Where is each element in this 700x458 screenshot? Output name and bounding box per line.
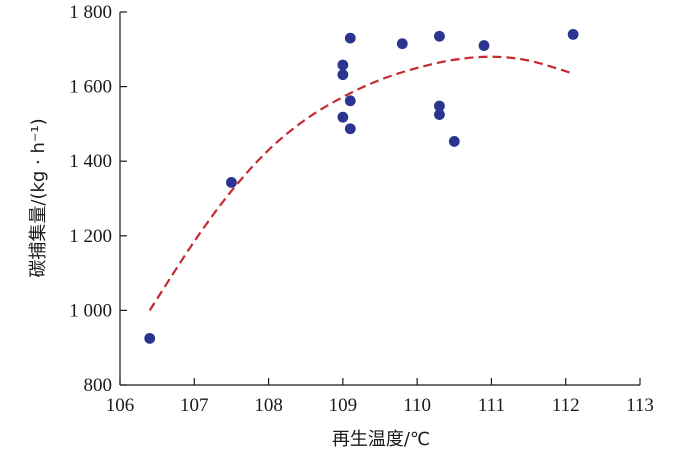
y-axis-ticks: 800 1 000 1 200 1 400 1 600 1 800 [69,2,127,396]
data-point [337,59,349,71]
data-points [144,28,579,344]
data-point [567,28,579,40]
data-point [448,136,460,147]
x-tick-label: 113 [626,395,654,416]
data-point [434,30,445,42]
x-axis-title: 再生温度/℃ [332,429,430,450]
x-tick-label: 110 [403,395,431,416]
y-tick-label: 1 600 [69,77,112,98]
y-tick-label: 1 400 [69,151,112,172]
y-tick-label: 800 [84,375,113,396]
data-point [344,123,356,135]
data-point [226,177,237,188]
x-tick-label: 109 [329,395,358,416]
data-point [434,109,445,120]
fit-curve [148,55,574,311]
y-tick-label: 1 800 [69,2,112,23]
y-axis-title: 碳捕集量/(kg · h⁻¹) [28,118,49,277]
data-point [396,38,408,50]
data-point [337,69,349,81]
x-tick-label: 112 [552,395,580,416]
y-tick-label: 1 000 [69,300,112,321]
data-point [337,111,349,123]
data-point [344,95,356,107]
x-tick-label: 107 [180,395,209,416]
x-tick-label: 106 [106,395,135,416]
data-point [478,40,490,51]
x-tick-label: 108 [254,395,283,416]
data-point [434,100,445,112]
x-axis-ticks: 106 107 108 109 110 111 112 113 [106,378,654,416]
data-point [144,332,156,344]
data-point [344,32,356,44]
y-tick-label: 1 200 [69,226,112,247]
x-tick-label: 111 [478,395,505,416]
